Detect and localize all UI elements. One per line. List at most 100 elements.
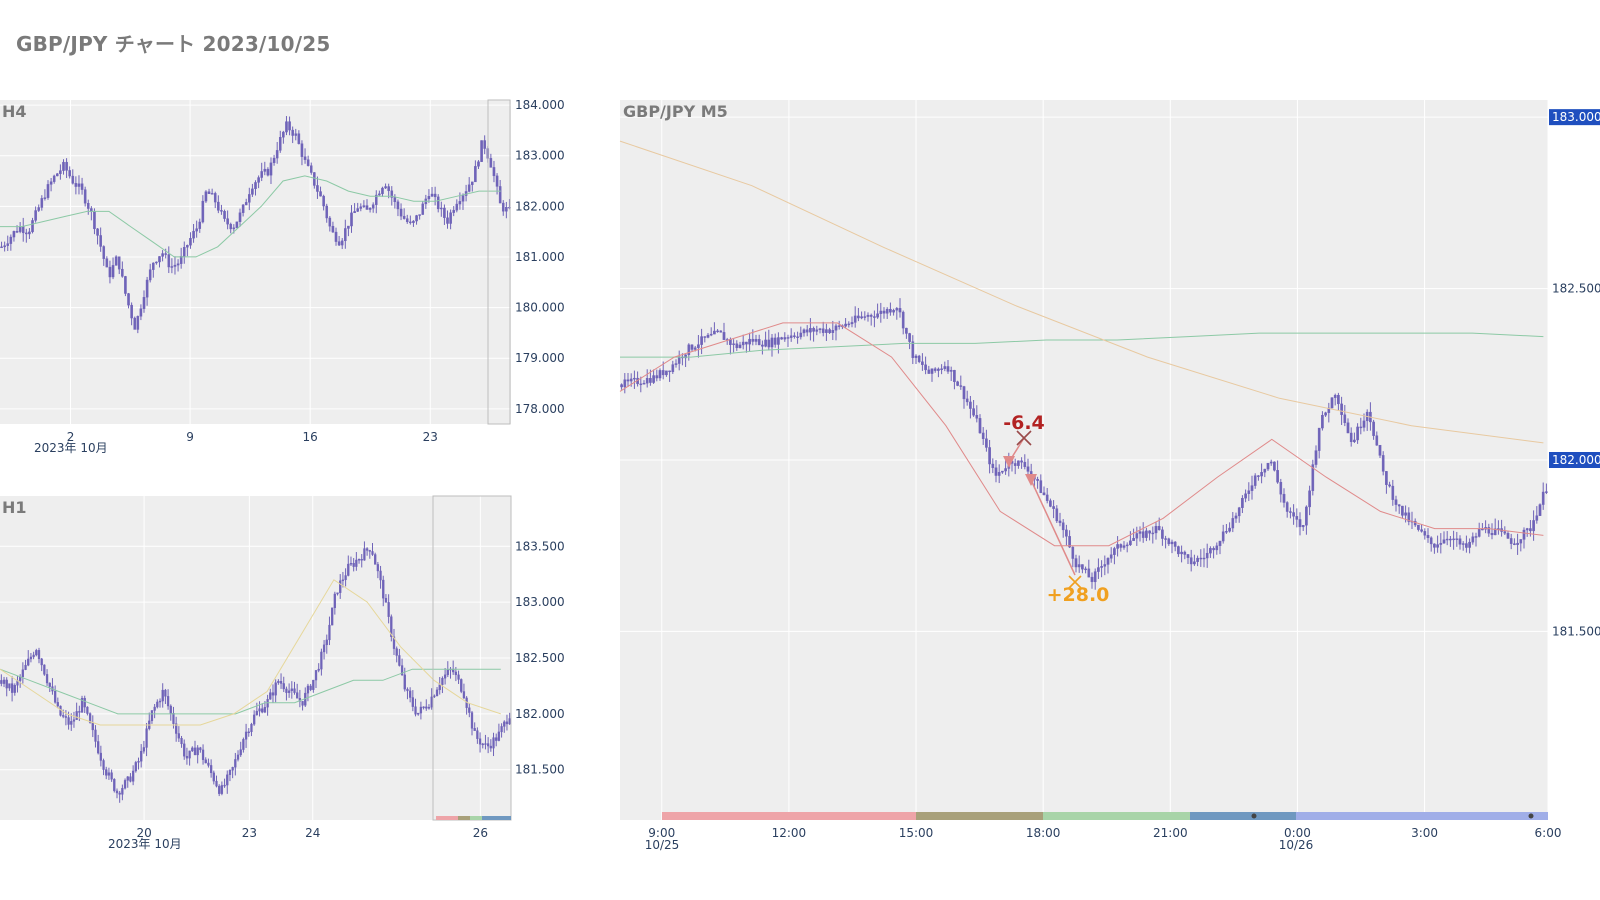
candle-body — [1049, 500, 1052, 507]
candle-body — [1097, 567, 1100, 572]
candle-body — [914, 355, 918, 358]
candle-body — [1090, 576, 1094, 583]
candle-body — [1333, 394, 1337, 398]
candle-body — [384, 186, 387, 189]
candle-body — [1237, 507, 1241, 517]
candle-body — [371, 551, 374, 555]
candle-body — [105, 769, 108, 776]
candle-body — [105, 258, 109, 268]
session-band — [482, 816, 511, 820]
candle-body — [350, 212, 353, 227]
candle-body — [186, 245, 189, 248]
candle-body — [1106, 558, 1110, 565]
page-title: GBP/JPY チャート 2023/10/25 — [16, 32, 331, 56]
candle-body — [347, 225, 350, 229]
candle-body — [242, 739, 245, 750]
candle-body — [312, 679, 315, 690]
candle-body — [1285, 502, 1289, 512]
candle-body — [489, 158, 493, 168]
candle-body — [620, 384, 623, 388]
candle-body — [1084, 568, 1087, 571]
x-tick-label: 9 — [186, 430, 194, 444]
candle-body — [153, 706, 156, 711]
candle-body — [661, 370, 665, 376]
candle-body — [274, 682, 277, 696]
candle-body — [320, 651, 323, 670]
candle-body — [946, 366, 950, 372]
candle-body — [1225, 531, 1228, 533]
candle-body — [985, 438, 988, 448]
candle-body — [1151, 532, 1155, 535]
candle-body — [1388, 484, 1391, 487]
candle-body — [263, 706, 267, 713]
candle-body — [1372, 421, 1375, 436]
candle-body — [96, 228, 99, 236]
candle-body — [244, 731, 248, 740]
candle-body — [1436, 544, 1439, 548]
moving-average-line — [619, 140, 1544, 444]
candle-body — [191, 747, 194, 752]
candle-body — [196, 747, 199, 756]
candle-body — [226, 774, 229, 786]
candle-body — [478, 738, 482, 745]
candle-body — [121, 268, 124, 277]
candle-body — [155, 261, 158, 264]
candle-body — [309, 685, 312, 690]
candle-body — [879, 310, 883, 314]
candle-body — [924, 364, 927, 371]
candle-body — [136, 316, 140, 330]
candle-body — [1177, 546, 1180, 555]
candle-body — [1340, 403, 1343, 415]
candle-body — [93, 211, 96, 230]
session-band — [1190, 812, 1296, 820]
candle-body — [1161, 529, 1164, 539]
candle-body — [279, 681, 283, 684]
x-tick-label: 6:00 — [1535, 826, 1562, 840]
candle-body — [356, 208, 359, 212]
candle-body — [235, 221, 239, 229]
candle-body — [885, 308, 889, 314]
candle-body — [754, 339, 758, 342]
candle-body — [477, 161, 480, 167]
candle-body — [130, 304, 133, 319]
candle-body — [287, 690, 291, 693]
candle-body — [1314, 450, 1318, 465]
candle-body — [248, 194, 251, 203]
candle-body — [697, 344, 700, 348]
candle-body — [1100, 566, 1103, 568]
candle-body — [853, 315, 857, 323]
candle-body — [8, 683, 11, 689]
candle-body — [671, 364, 675, 373]
candle-body — [45, 674, 49, 684]
candle-body — [1532, 520, 1535, 532]
candle-body — [419, 706, 423, 714]
candle-body — [381, 187, 384, 195]
candle-body — [461, 195, 465, 202]
candle-body — [438, 684, 441, 691]
candle-body — [1433, 543, 1436, 548]
candle-body — [231, 767, 234, 771]
candle-body — [83, 697, 86, 708]
candle-body — [1250, 485, 1254, 491]
y-tick-label: 178.000 — [515, 402, 565, 416]
candle-body — [253, 714, 256, 725]
candle-body — [188, 750, 191, 759]
candle-body — [748, 338, 751, 345]
candle-body — [220, 210, 223, 212]
candle-body — [94, 729, 97, 742]
candle-body — [123, 780, 127, 789]
trade-line — [1008, 437, 1025, 463]
candle-body — [981, 432, 985, 439]
candle-body — [508, 206, 511, 209]
candle-body — [27, 658, 30, 666]
candle-body — [889, 308, 892, 313]
candle-body — [1042, 492, 1046, 496]
candle-body — [293, 688, 296, 693]
candle-body — [1541, 491, 1545, 505]
candle-body — [812, 328, 815, 332]
candle-body — [139, 308, 143, 317]
candle-body — [142, 297, 146, 309]
candle-body — [406, 688, 409, 692]
candle-body — [417, 712, 420, 715]
candle-body — [64, 716, 68, 718]
